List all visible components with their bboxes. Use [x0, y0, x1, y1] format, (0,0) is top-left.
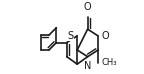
Text: N: N	[84, 61, 91, 71]
Text: CH₃: CH₃	[101, 58, 117, 67]
Text: S: S	[67, 31, 73, 41]
Text: O: O	[84, 2, 91, 12]
Text: O: O	[102, 31, 109, 41]
